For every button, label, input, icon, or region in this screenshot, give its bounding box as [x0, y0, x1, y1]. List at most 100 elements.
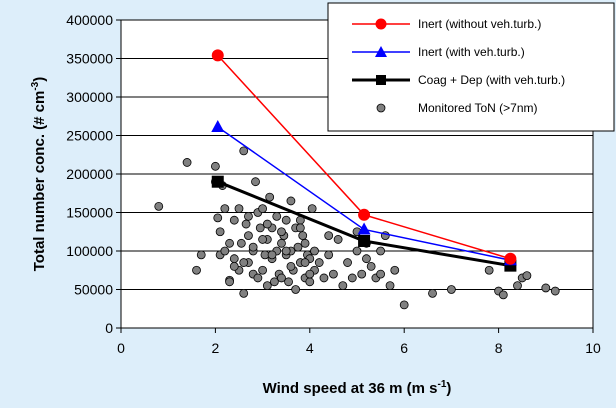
scatter-point — [241, 219, 251, 229]
x-tick-label: 4 — [306, 340, 314, 356]
scatter-point — [236, 238, 246, 248]
scatter-point — [300, 238, 310, 248]
scatter-point — [225, 238, 234, 248]
legend-swatch-marker-inert-without — [375, 18, 387, 30]
scatter-point — [277, 273, 286, 283]
scatter-point — [239, 288, 249, 298]
scatter-point — [262, 281, 272, 291]
data-point-inert-with — [211, 120, 225, 133]
scatter-point — [366, 261, 376, 271]
scatter-point — [229, 215, 239, 225]
scatter-point — [347, 273, 357, 283]
scatter-point — [305, 269, 315, 279]
scatter-point — [220, 204, 230, 214]
y-axis-label-main: Total number conc. (# cm — [31, 91, 48, 272]
scatter-point — [362, 254, 371, 264]
scatter-point — [265, 192, 275, 202]
legend-swatch-marker-monitored — [376, 103, 386, 113]
scatter-point — [307, 204, 317, 214]
y-tick-label: 300000 — [66, 89, 113, 105]
legend: Inert (without veh.turb.) Inert (with ve… — [327, 2, 615, 132]
data-point-inert-without — [358, 208, 371, 221]
x-tick-label: 10 — [585, 340, 601, 356]
x-axis-ticks: 0 2 4 6 8 10 — [117, 328, 601, 356]
scatter-point — [541, 283, 551, 293]
scatter-point — [253, 273, 263, 283]
scatter-point — [333, 235, 343, 244]
scatter-point — [229, 254, 239, 264]
legend-item-inert-with: Inert (with veh.turb.) — [352, 45, 525, 59]
scatter-point — [277, 227, 286, 237]
scatter-point — [225, 277, 234, 287]
data-point-inert-without — [211, 49, 224, 62]
scatter-point — [258, 204, 268, 214]
scatter-point — [305, 277, 315, 287]
scatter-point — [522, 271, 532, 281]
scatter-point — [258, 265, 268, 275]
scatter-point — [376, 269, 386, 279]
scatter-point — [213, 213, 223, 223]
scatter-point — [300, 258, 310, 267]
x-axis-label: Wind speed at 36 m (m s-1) — [263, 379, 452, 397]
y-tick-label: 150000 — [66, 205, 113, 221]
scatter-point — [498, 290, 508, 300]
scatter-point — [343, 258, 352, 267]
scatter-point — [196, 250, 206, 260]
scatter-point — [239, 146, 249, 156]
scatter-point — [390, 265, 400, 275]
scatter-point — [376, 246, 386, 256]
legend-label-inert-with: Inert (with veh.turb.) — [418, 45, 525, 59]
scatter-point — [269, 277, 279, 287]
scatter-point — [286, 261, 296, 271]
scatter-point — [258, 235, 268, 244]
data-point-coag-dep — [211, 175, 224, 188]
series-monitored — [154, 146, 560, 310]
scatter-point — [210, 161, 220, 171]
y-tick-label: 200000 — [66, 166, 113, 182]
scatter-point — [255, 223, 265, 233]
scatter-point — [357, 269, 367, 279]
series-inert-without — [211, 49, 517, 265]
scatter-point — [324, 231, 334, 241]
scatter-point — [484, 265, 494, 275]
x-tick-label: 2 — [212, 340, 220, 356]
scatter-point — [284, 277, 293, 287]
scatter-point — [446, 285, 456, 294]
scatter-point — [277, 238, 286, 248]
y-tick-label: 100000 — [66, 243, 113, 259]
scatter-point — [310, 246, 319, 256]
data-point-inert-without — [504, 252, 517, 265]
series-layer — [154, 49, 560, 310]
legend-item-monitored: Monitored ToN (>7nm) — [376, 101, 538, 115]
x-axis-label-superscript: -1 — [438, 379, 447, 390]
scatter-point — [399, 300, 409, 310]
scatter-point — [215, 227, 225, 237]
scatter-point — [182, 158, 192, 167]
data-point-inert-with — [357, 222, 371, 235]
x-tick-label: 8 — [495, 340, 503, 356]
scatter-point — [338, 281, 348, 291]
scatter-point — [262, 219, 272, 229]
scatter-point — [328, 269, 338, 279]
scatter-point — [192, 265, 201, 275]
legend-label-coag-dep: Coag + Dep (with veh.turb.) — [418, 73, 565, 87]
scatter-point — [550, 286, 560, 296]
scatter-point — [286, 196, 296, 206]
scatter-point — [291, 285, 301, 294]
y-axis-ticks: 0 50000 100000 150000 200000 250000 300000 3500… — [66, 12, 121, 336]
legend-swatch-marker-coag-dep — [376, 75, 386, 85]
scatter-point — [319, 273, 329, 283]
scatter-point — [293, 242, 303, 252]
scatter-point — [272, 211, 282, 221]
y-axis-label-superscript: -3 — [30, 81, 41, 90]
x-axis-label-tail: ) — [446, 380, 451, 397]
scatter-point — [428, 288, 437, 298]
scatter-point — [251, 177, 260, 187]
scatter-point — [281, 215, 291, 225]
data-point-coag-dep — [358, 234, 371, 247]
scatter-point — [324, 250, 334, 260]
legend-label-monitored: Monitored ToN (>7nm) — [418, 101, 538, 115]
y-tick-label: 350000 — [66, 51, 113, 67]
x-tick-label: 0 — [117, 340, 125, 356]
